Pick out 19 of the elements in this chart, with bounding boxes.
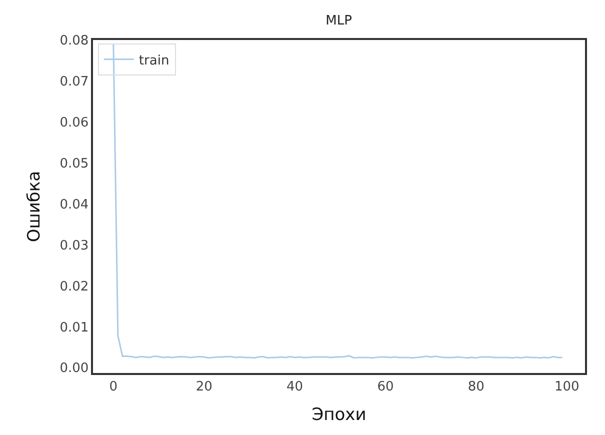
x-tick-label: 20 (196, 379, 212, 394)
y-tick-label: 0.06 (60, 115, 89, 130)
y-tick-label: 0.00 (60, 361, 89, 376)
x-axis-title: Эпохи (312, 405, 366, 426)
x-tick-label: 100 (554, 379, 580, 394)
y-tick-label: 0.01 (60, 320, 89, 336)
x-tick-label: 40 (286, 379, 304, 394)
y-tick-label: 0.03 (60, 238, 89, 254)
x-tick-label: 60 (377, 379, 394, 394)
legend-label: train (138, 53, 170, 68)
x-tick-label: 80 (468, 379, 484, 394)
y-tick-label: 0.05 (60, 156, 89, 172)
y-tick-label: 0.02 (60, 279, 89, 294)
y-tick-label: 0.07 (60, 74, 89, 90)
y-tick-label: 0.08 (60, 34, 89, 49)
y-tick-label: 0.04 (60, 197, 89, 212)
x-tick-label: 0 (109, 379, 118, 394)
chart-title: MLP (326, 13, 352, 28)
y-axis-title: Ошибка (24, 170, 45, 242)
